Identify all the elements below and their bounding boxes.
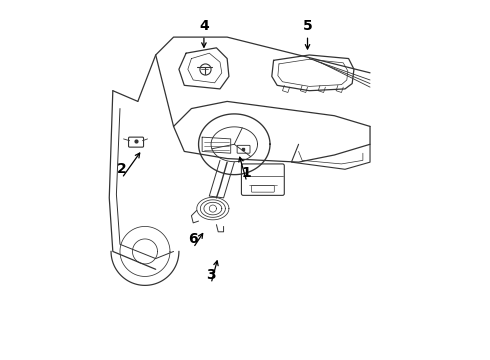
FancyBboxPatch shape xyxy=(128,137,144,147)
Text: 2: 2 xyxy=(117,162,126,176)
FancyBboxPatch shape xyxy=(251,185,274,192)
Text: 6: 6 xyxy=(188,232,198,246)
Text: 1: 1 xyxy=(242,166,252,180)
Text: 3: 3 xyxy=(206,268,216,282)
Text: 5: 5 xyxy=(303,19,313,33)
FancyBboxPatch shape xyxy=(242,164,284,195)
FancyBboxPatch shape xyxy=(237,145,250,153)
Text: 4: 4 xyxy=(199,19,209,33)
